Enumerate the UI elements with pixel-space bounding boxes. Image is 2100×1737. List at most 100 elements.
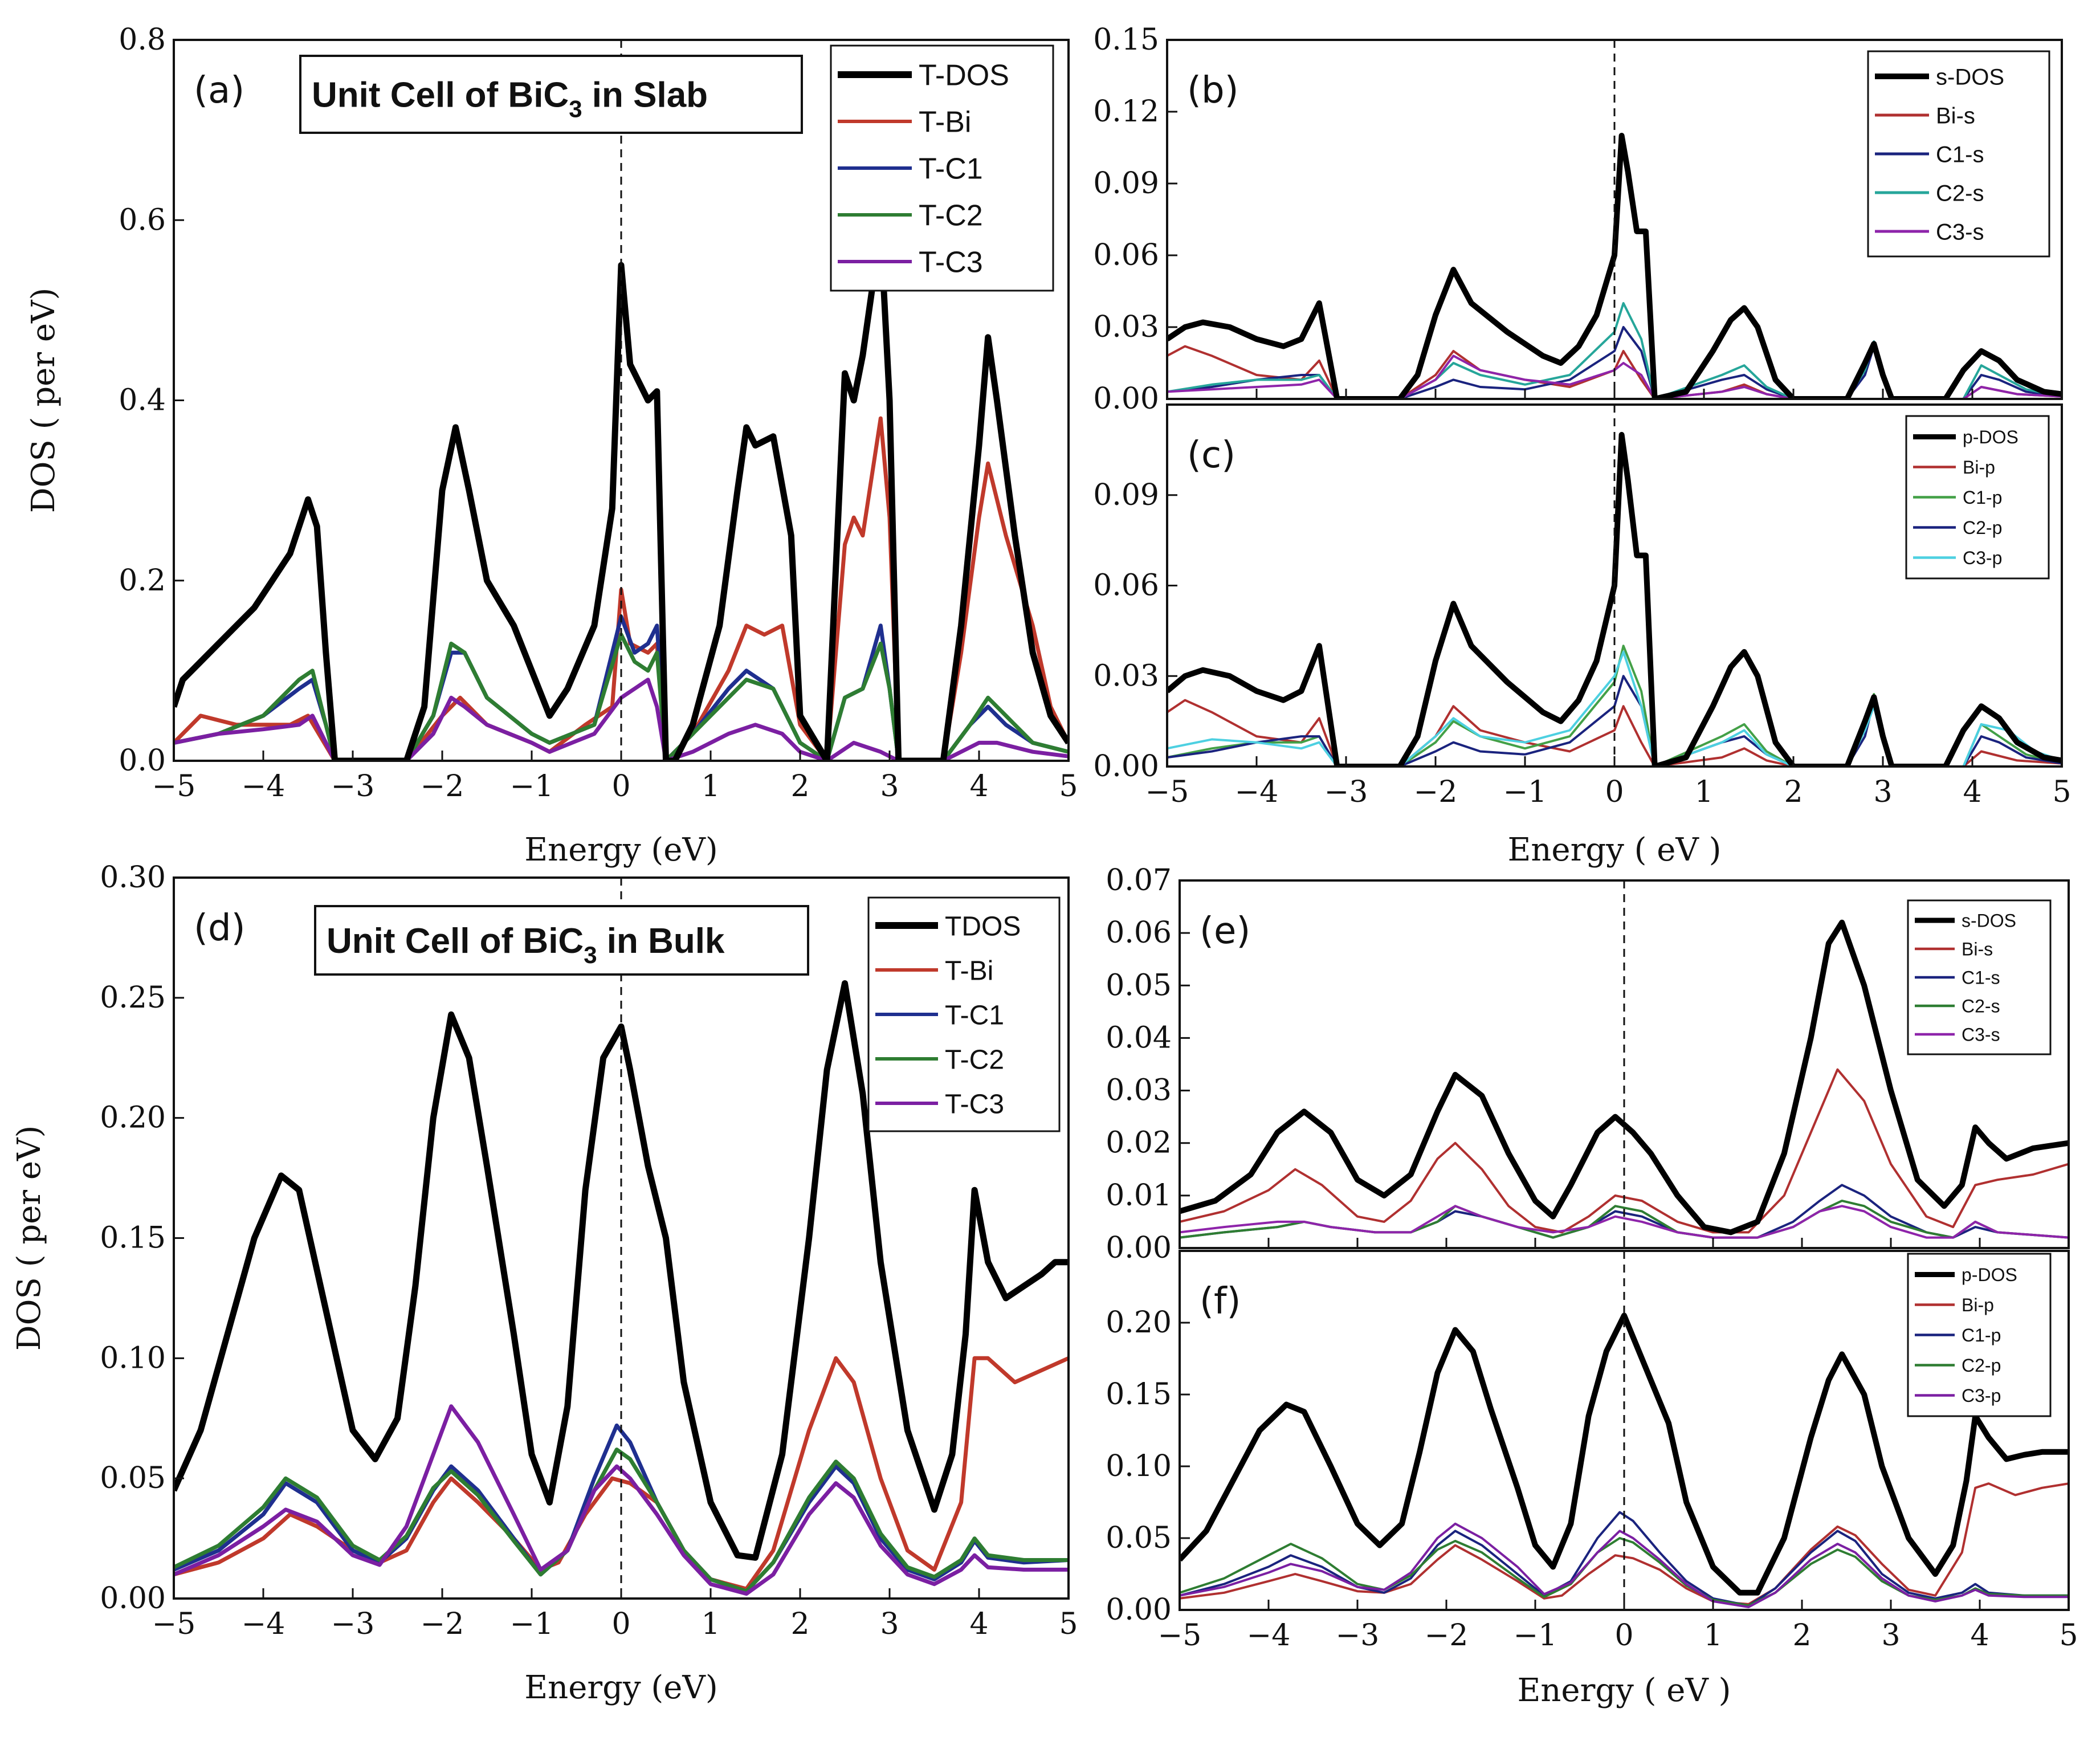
y-tick-label: 0.15: [1093, 23, 1159, 57]
panel-label: (d): [194, 907, 246, 949]
y-tick-label: 0.09: [1093, 478, 1159, 512]
x-tick-label: 0: [611, 769, 630, 804]
y-tick-label: 0.25: [100, 981, 166, 1015]
legend-label: Bi-s: [1936, 103, 1975, 128]
y-tick-label: 0.00: [1106, 1593, 1172, 1627]
y-axis-label: DOS ( per eV): [25, 288, 62, 513]
x-tick-label: 3: [880, 1607, 899, 1641]
x-tick-label: −5: [1158, 1618, 1202, 1653]
series-group: [1167, 431, 2062, 766]
x-axis-label: Energy (eV): [524, 1669, 717, 1706]
legend-label: T-DOS: [919, 59, 1009, 92]
series-line-t-dos: [174, 226, 1069, 761]
legend-label: C3-s: [1962, 1025, 2000, 1045]
y-tick-label: 0.06: [1093, 238, 1159, 272]
x-tick-label: −3: [331, 1607, 375, 1641]
y-tick-label: 0.10: [100, 1341, 166, 1375]
x-tick-label: −3: [1336, 1618, 1380, 1653]
x-tick-label: 5: [2059, 1618, 2078, 1653]
legend-label: T-C3: [919, 246, 983, 279]
series-line-c3-s: [1180, 1205, 2069, 1239]
series-line-t-c1: [174, 1423, 1069, 1593]
panel-b: 0.00 0.03 0.06 0.09 0.12 0.15 (b) s-DOS Bi-s C1-s…: [1093, 23, 2063, 416]
series-line-t-c2: [174, 633, 1069, 761]
panel-label: (c): [1187, 434, 1235, 476]
x-tick-label: 2: [790, 769, 809, 804]
x-tick-label: −2: [1425, 1618, 1469, 1653]
y-tick-label: 0.10: [1106, 1449, 1172, 1483]
legend-label: Bi-p: [1963, 457, 1995, 478]
x-tick-label: 2: [1784, 775, 1803, 809]
annotation-text: Unit Cell of BiC3 in Slab: [312, 76, 708, 123]
legend-label: T-C2: [945, 1045, 1004, 1075]
y-tick-label: 0.09: [1093, 166, 1159, 201]
legend-label: C3-p: [1962, 1385, 2001, 1406]
legend-label: Bi-s: [1962, 939, 1993, 960]
series-group: [1180, 1312, 2069, 1608]
legend-label: C2-s: [1936, 181, 1984, 206]
panel-a: 0.0 0.2 0.4 0.6 0.8 −5 −4 −3 −2 −1 0 1 2 3 4 5 Energy (e…: [25, 23, 1078, 868]
series-line-t-c1: [174, 614, 1069, 761]
annotation-text: Unit Cell of BiC3 in Bulk: [327, 921, 725, 968]
y-tick-label: 0.06: [1093, 569, 1159, 603]
series-line-bi-p: [1180, 1482, 2069, 1605]
legend-label: C3-s: [1936, 219, 1984, 244]
legend-label: C1-p: [1963, 487, 2002, 508]
series-line-c3-p: [1180, 1522, 2069, 1608]
panel-d: 0.00 0.05 0.10 0.15 0.20 0.25 0.30 −5 −4 −3 −2 −1 0 1…: [11, 861, 1078, 1706]
legend-label: Bi-p: [1962, 1295, 1994, 1315]
x-tick-label: 1: [1703, 1618, 1722, 1653]
y-tick-label: 0.15: [100, 1221, 166, 1255]
legend-label: C1-p: [1962, 1325, 2001, 1345]
panel-e: 0.00 0.01 0.02 0.03 0.04 0.05 0.06 0.07 (e) s-DOS…: [1106, 863, 2070, 1265]
y-tick-label: 0.20: [100, 1101, 166, 1135]
legend-label: T-C3: [945, 1089, 1004, 1119]
y-tick-label: 0.03: [1106, 1074, 1172, 1108]
series-group: [1180, 919, 2069, 1239]
x-tick-label: −1: [1514, 1618, 1557, 1653]
x-tick-label: 3: [880, 769, 899, 804]
y-tick-label: 0.20: [1106, 1306, 1172, 1340]
series-line-t-c3: [174, 678, 1069, 761]
x-tick-label: 1: [701, 769, 720, 804]
legend-label: T-Bi: [945, 956, 993, 986]
y-tick-label: 0.8: [119, 23, 166, 57]
x-tick-label: 3: [1881, 1618, 1900, 1653]
x-tick-label: 4: [969, 1607, 988, 1641]
y-tick-label: 0.03: [1093, 310, 1159, 344]
annotation-box: [314, 905, 809, 976]
series-line-c3-s: [1167, 354, 2062, 399]
x-tick-label: −3: [1324, 775, 1368, 809]
panel-label: (e): [1200, 910, 1250, 952]
legend-label: C2-s: [1962, 996, 2000, 1017]
x-tick-label: 5: [1059, 769, 1078, 804]
panel-label: (a): [194, 70, 244, 112]
x-tick-label: −4: [1247, 1618, 1291, 1653]
legend-label: TDOS: [945, 911, 1021, 941]
x-tick-label: 4: [1963, 775, 1981, 809]
x-tick-label: −3: [331, 769, 375, 804]
legend-box: [1905, 415, 2050, 580]
y-tick-label: 0.05: [1106, 968, 1172, 1002]
x-tick-label: −4: [242, 769, 286, 804]
series-line-p-dos: [1167, 431, 2062, 766]
x-tick-label: 4: [1970, 1618, 1989, 1653]
legend-label: C3-p: [1963, 548, 2002, 568]
x-tick-label: 0: [1614, 1618, 1633, 1653]
y-tick-label: 0.30: [100, 861, 166, 895]
x-tick-label: −1: [510, 769, 554, 804]
x-tick-label: 5: [1059, 1607, 1078, 1641]
panel-c: 0.00 0.03 0.06 0.09 −5 −4 −3 −2 −1 0 1 2 3 4 5 Energy (…: [1093, 403, 2072, 868]
panel-label: (b): [1187, 70, 1239, 112]
series-line-t-c3: [174, 1404, 1069, 1596]
x-axis-label: Energy ( eV ): [1517, 1672, 1731, 1709]
y-tick-label: 0.05: [1106, 1521, 1172, 1555]
x-tick-label: −4: [1235, 775, 1279, 809]
y-axis-label: DOS ( per eV): [11, 1126, 48, 1351]
legend-label: T-C1: [945, 1000, 1004, 1030]
series-line-s-dos: [1167, 133, 2062, 399]
series-line-bi-s: [1180, 1068, 2069, 1234]
x-tick-label: −1: [1503, 775, 1547, 809]
y-tick-label: 0.6: [119, 203, 166, 237]
